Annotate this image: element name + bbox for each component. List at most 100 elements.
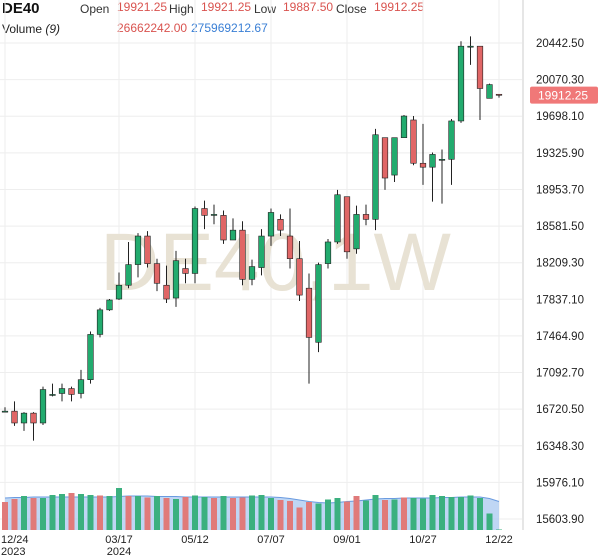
candle	[381, 137, 389, 190]
candle	[58, 383, 66, 402]
candle-body	[172, 260, 180, 299]
volume-bar	[87, 495, 94, 530]
close-label: Close	[336, 2, 367, 16]
volume-bar	[467, 495, 474, 530]
year-tick-label: 2024	[107, 546, 131, 558]
volume-ma-value: 275969212.67	[191, 21, 268, 35]
volume-label: Volume (9)	[2, 22, 60, 36]
date-tick-label: 05/12	[181, 534, 209, 546]
candle-body	[457, 45, 465, 122]
price-tick-label: 15976.10	[536, 477, 584, 489]
candle-body	[163, 284, 170, 300]
volume-bar	[391, 499, 398, 530]
candle	[20, 412, 28, 431]
candle-body	[495, 93, 503, 96]
candle-body	[467, 45, 474, 48]
candle-body	[296, 258, 303, 296]
candle-body	[362, 214, 370, 220]
candle	[286, 208, 294, 269]
volume-bar	[116, 488, 122, 530]
candle-body	[277, 219, 284, 231]
candle-body	[39, 389, 47, 424]
volume-bar	[458, 497, 464, 530]
volume-bar	[486, 513, 493, 530]
candle	[39, 386, 47, 425]
volume-bar	[249, 495, 255, 530]
last-price-value: 19912.25	[538, 89, 588, 103]
low-value: 19887.50	[283, 0, 334, 14]
candle-body	[476, 45, 484, 89]
candle	[248, 259, 256, 286]
year-tick-label: 2023	[1, 546, 25, 558]
candle-body	[258, 235, 265, 268]
candle	[315, 262, 322, 353]
volume-bar	[325, 499, 331, 530]
volume-period: (9)	[45, 22, 61, 36]
volume-bar	[410, 498, 417, 530]
candle-body	[210, 214, 218, 216]
volume-bar	[182, 497, 189, 530]
volume-bar	[420, 498, 426, 530]
volume-bar	[287, 501, 293, 530]
candle	[30, 412, 37, 441]
volume-bar	[125, 496, 132, 530]
candle-body	[372, 134, 379, 220]
candle-body	[448, 120, 455, 160]
volume-bar	[173, 499, 179, 530]
volume-bar	[296, 507, 303, 530]
volume-bar	[477, 498, 483, 530]
price-tick-label: 18953.70	[536, 184, 584, 196]
volume-bar	[334, 498, 341, 530]
date-tick-label: 12/24	[1, 534, 29, 546]
volume-bar	[230, 498, 236, 530]
candle-body	[315, 264, 322, 343]
candle	[87, 331, 94, 384]
volume-bar	[192, 495, 198, 530]
volume-bar	[258, 495, 265, 530]
candle	[362, 204, 370, 226]
last-price-tag: 19912.25	[530, 86, 598, 104]
candle-body	[77, 379, 85, 394]
volume-bar	[315, 503, 322, 530]
candle-body	[400, 115, 408, 138]
candle-body	[144, 235, 151, 264]
candle-body	[134, 235, 142, 265]
candle-body	[419, 162, 427, 168]
candle-body	[334, 194, 341, 243]
candle-body	[229, 229, 237, 241]
volume-bar	[59, 494, 65, 530]
candle	[334, 189, 341, 244]
volume-bar	[353, 496, 360, 530]
candle-body	[96, 309, 104, 335]
candle	[476, 45, 484, 120]
price-tick-label: 18209.30	[536, 258, 584, 270]
candle-body	[30, 412, 37, 424]
candle-body	[438, 159, 446, 161]
price-tick-label: 17464.90	[536, 331, 584, 343]
candle	[467, 36, 474, 65]
candle	[457, 41, 465, 123]
candlestick-series	[1, 36, 503, 441]
date-tick-label: 09/01	[333, 534, 361, 546]
candle	[201, 200, 208, 230]
price-tick-label: 17837.10	[536, 294, 584, 306]
candle	[229, 218, 237, 241]
candle	[163, 265, 170, 303]
candle-body	[20, 412, 28, 424]
volume-bar	[211, 498, 217, 530]
candle-body	[267, 212, 275, 237]
candle	[267, 208, 275, 246]
volume-value: 26662242.00	[117, 21, 188, 35]
candle-body	[125, 264, 132, 286]
candle-body	[106, 299, 113, 311]
volume-bar	[496, 529, 502, 530]
candle	[400, 115, 408, 138]
price-tick-label: 16348.30	[536, 441, 584, 453]
candle-body	[486, 84, 493, 99]
candle	[343, 196, 351, 259]
candle	[324, 239, 332, 269]
candle	[438, 149, 446, 204]
volume-bar	[382, 500, 388, 530]
